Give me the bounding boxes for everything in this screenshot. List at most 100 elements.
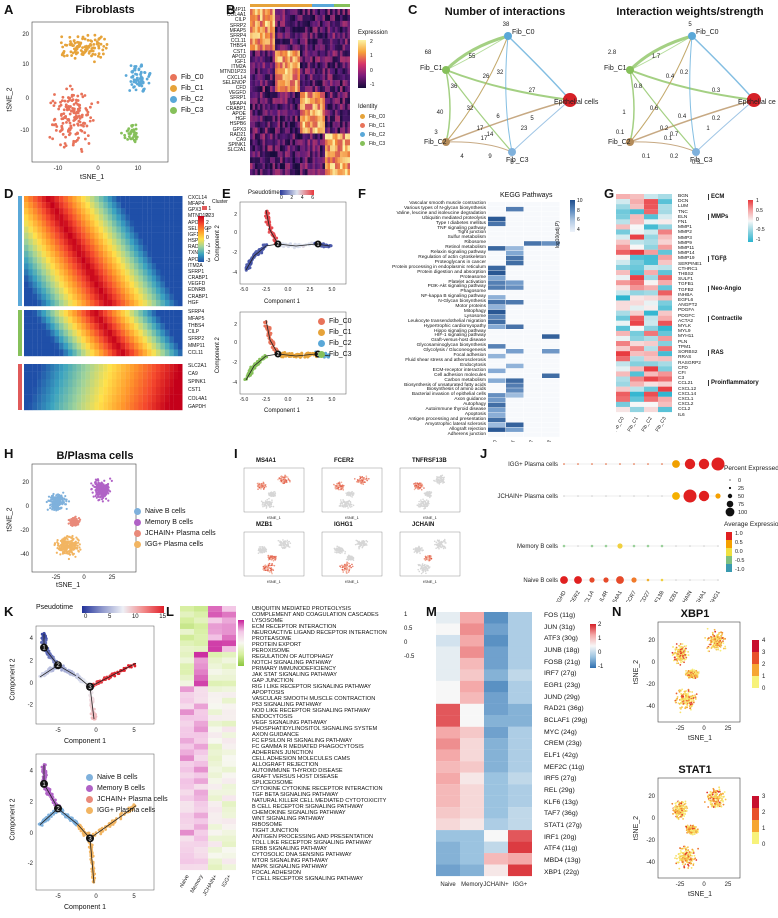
heat-cell: [347, 14, 350, 22]
scatter-point: [89, 43, 93, 47]
heat-cell: [68, 293, 73, 301]
heat-cell: [50, 336, 55, 344]
heat-cell: [290, 133, 293, 140]
feature-cell: [361, 475, 363, 478]
row-label: CTHRC1: [678, 266, 698, 272]
heat-cell: [41, 269, 47, 276]
network-node: [504, 32, 512, 40]
heat-cell: [68, 269, 73, 276]
feature-cell: [340, 481, 343, 484]
legend-dot: [360, 114, 365, 119]
feature-cell: [263, 504, 265, 506]
heat-cell: [300, 157, 303, 164]
heat-cell: [255, 62, 258, 69]
heat-cell: [275, 74, 278, 81]
heat-cell: [90, 232, 95, 239]
edge-value: 0.2: [660, 126, 669, 132]
legend-b-colorbar: [358, 40, 366, 88]
x-tick: 0: [96, 166, 100, 172]
row-label: FN1: [678, 220, 688, 226]
heat-cell: [340, 86, 343, 93]
heat-cell: [46, 244, 51, 252]
heat-cell: [24, 364, 29, 372]
heat-cell: [160, 232, 165, 239]
heat-cell: [257, 74, 261, 81]
heat-cell: [267, 121, 271, 128]
heat-cell: [337, 145, 341, 152]
heat-cell: [72, 214, 77, 221]
trajectory-cell: [303, 355, 307, 359]
heat-cell: [262, 68, 266, 75]
heat-cell: [307, 115, 311, 122]
heat-cell: [46, 379, 51, 388]
heat-cell: [312, 50, 316, 57]
heat-cell: [116, 394, 121, 403]
heat-cell: [644, 204, 658, 210]
scatter-point: [79, 49, 83, 52]
heat-cell: [658, 300, 672, 306]
heat-cell: [275, 103, 278, 110]
heat-cell: [147, 251, 152, 258]
heat-cell: [94, 275, 99, 282]
heat-cell: [280, 151, 283, 158]
heat-cell: [164, 244, 170, 252]
heat-cell: [290, 44, 293, 51]
heat-cell: [85, 394, 91, 403]
heat-cell: [290, 74, 293, 81]
heat-cell: [250, 169, 253, 176]
heat-cell: [305, 121, 308, 128]
heat-cell: [138, 238, 143, 246]
row-label: NF-kappa B signaling pathway: [420, 294, 486, 300]
heat-cell: [103, 371, 108, 380]
heat-cell: [630, 315, 644, 321]
feature-cell: [338, 481, 341, 484]
scatter-point: [77, 539, 80, 542]
heat-cell: [103, 299, 108, 307]
heat-cell: [312, 86, 316, 93]
heat-cell: [292, 169, 296, 176]
heat-cell: [332, 56, 336, 63]
heat-cell: [94, 316, 99, 324]
heat-cell: [85, 336, 91, 344]
heat-cell: [255, 92, 258, 99]
heat-cell: [322, 38, 326, 45]
scatter-point: [101, 494, 104, 497]
heat-cell: [94, 323, 99, 330]
heat-cell: [54, 293, 60, 301]
row-label: Mitophagy: [463, 308, 486, 314]
heat-cell: [164, 336, 170, 344]
feature-cell: [257, 485, 260, 487]
heat-cell: [488, 329, 506, 334]
heat-cell: [310, 139, 313, 146]
network-node: [442, 66, 450, 74]
heat-cell: [280, 109, 283, 116]
heat-cell: [616, 290, 630, 296]
legend-e-c3: Fib_C3: [329, 351, 352, 358]
heat-cell: [542, 329, 560, 334]
heat-cell: [98, 244, 104, 252]
axis-a-xlabel: tSNE_1: [80, 174, 105, 181]
heat-cell: [257, 86, 261, 93]
trajectory-cell: [307, 354, 311, 358]
heat-cell: [282, 103, 286, 110]
heat-cell: [290, 169, 293, 176]
heat-cell: [252, 80, 256, 87]
heat-cell: [488, 265, 506, 271]
heat-cell: [255, 121, 258, 128]
heat-cell: [90, 196, 95, 203]
heat-cell: [107, 226, 113, 233]
scatter-point: [103, 492, 106, 495]
legend-a-c0: Fib_C0: [181, 74, 204, 81]
heat-cell: [280, 44, 283, 51]
scatter-point: [63, 552, 66, 555]
heat-cell: [169, 336, 174, 344]
heat-cell: [151, 336, 157, 344]
heat-cell: [265, 169, 268, 176]
heat-cell: [103, 329, 108, 337]
scatter-point: [96, 478, 100, 481]
heat-cell: [156, 402, 161, 411]
node-label: Fib_C1: [420, 65, 443, 72]
heat-cell: [147, 202, 152, 209]
heat-cell: [54, 214, 60, 221]
scatter-point: [60, 544, 64, 547]
